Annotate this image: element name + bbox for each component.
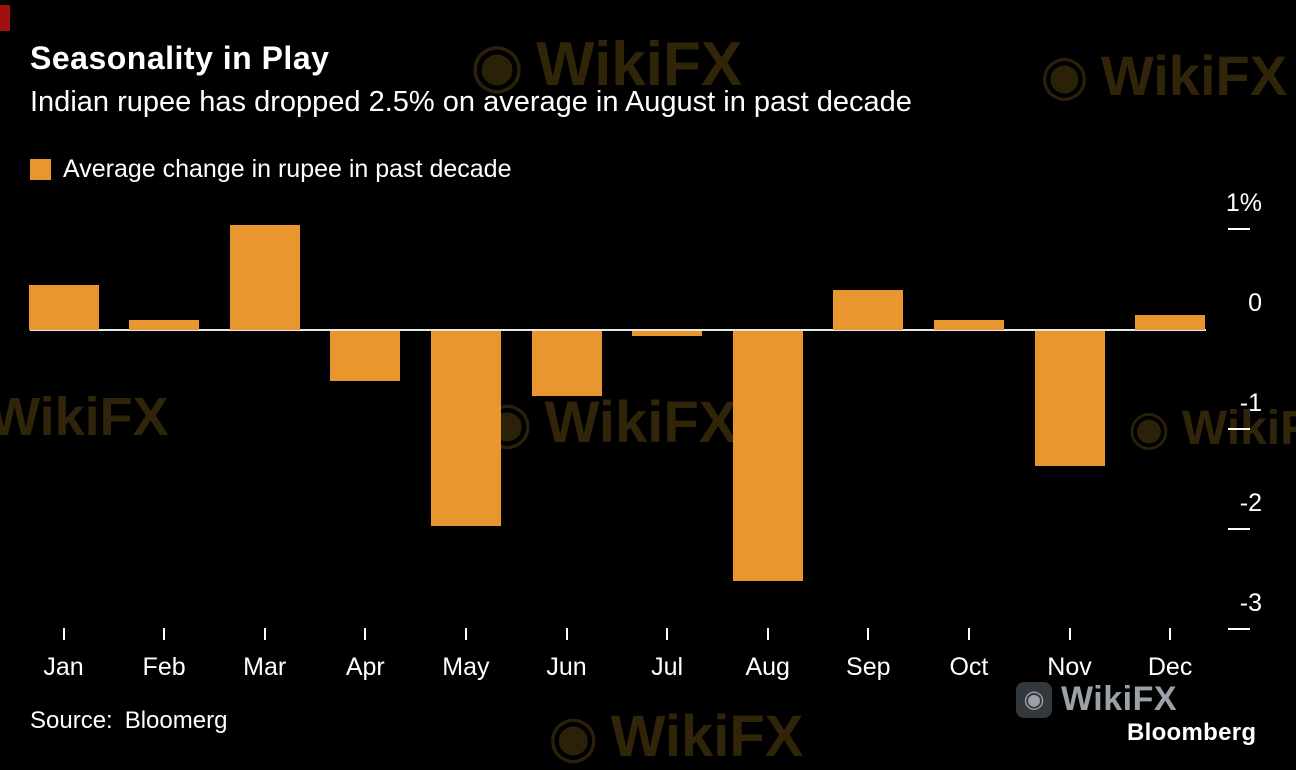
- x-axis-tick: [62, 628, 65, 640]
- x-axis-label-may: May: [442, 653, 490, 681]
- y-axis-label: -2: [1239, 489, 1262, 517]
- bar-mar: [229, 225, 300, 330]
- bar-jan: [28, 285, 99, 330]
- bar-feb: [129, 320, 200, 330]
- x-axis-label-jul: Jul: [651, 653, 684, 681]
- x-axis-tick: [565, 628, 568, 640]
- legend-swatch: [30, 159, 51, 180]
- bar-dec: [1135, 315, 1206, 330]
- x-axis-label-jun: Jun: [546, 653, 587, 681]
- x-axis-label-oct: Oct: [949, 653, 989, 681]
- x-axis-label-mar: Mar: [243, 653, 287, 681]
- y-axis-label: 0: [1248, 289, 1262, 317]
- x-axis-label-aug: Aug: [745, 653, 790, 681]
- wikifx-logo-icon: ◉: [1016, 681, 1052, 718]
- bloomberg-logo: Bloomberg: [1127, 719, 1257, 746]
- x-axis-tick: [364, 628, 367, 640]
- x-axis-tick: [766, 628, 769, 640]
- source-line: Source: Bloomerg: [30, 707, 227, 735]
- x-axis-tick: [1169, 628, 1172, 640]
- x-axis-tick: [163, 628, 166, 640]
- red-corner-mark: [0, 5, 10, 31]
- bar-jun: [531, 331, 602, 396]
- y-axis-label: 1%: [1225, 189, 1262, 217]
- y-axis-label: -3: [1239, 589, 1262, 617]
- page-title: Seasonality in Play: [30, 40, 330, 76]
- x-axis-label-feb: Feb: [142, 653, 186, 681]
- y-axis-tick: [1228, 628, 1250, 630]
- x-axis-tick: [967, 628, 970, 640]
- x-axis-label-dec: Dec: [1147, 653, 1193, 681]
- bar-oct: [933, 320, 1004, 330]
- x-axis-tick: [666, 628, 669, 640]
- y-axis-tick: [1228, 528, 1250, 530]
- y-axis-tick: [1228, 428, 1250, 430]
- legend-label: Average change in rupee in past decade: [63, 155, 512, 183]
- x-axis-tick: [867, 628, 870, 640]
- bar-apr: [330, 331, 401, 381]
- y-axis-label: -1: [1239, 389, 1262, 417]
- page-subtitle: Indian rupee has dropped 2.5% on average…: [30, 86, 912, 118]
- bar-aug: [732, 331, 803, 581]
- legend: Average change in rupee in past decade: [30, 155, 512, 184]
- source-label: Source:: [30, 707, 113, 734]
- bar-jul: [632, 331, 703, 336]
- wikifx-brand: ◉ WikiFX: [1016, 680, 1177, 719]
- x-axis-label-nov: Nov: [1047, 653, 1092, 681]
- bar-may: [430, 331, 501, 526]
- x-axis-label-apr: Apr: [345, 653, 385, 681]
- y-axis-tick: [1228, 228, 1250, 230]
- bar-sep: [833, 290, 904, 330]
- source-value: Bloomerg: [124, 707, 228, 734]
- x-axis-tick: [263, 628, 266, 640]
- zero-baseline: [30, 329, 1206, 331]
- x-axis-tick: [464, 628, 467, 640]
- x-axis-label-sep: Sep: [846, 653, 891, 681]
- x-axis-tick: [1068, 628, 1071, 640]
- bar-nov: [1034, 331, 1105, 466]
- wikifx-brand-text: WikiFX: [1061, 680, 1178, 718]
- x-axis-label-jan: Jan: [43, 653, 84, 681]
